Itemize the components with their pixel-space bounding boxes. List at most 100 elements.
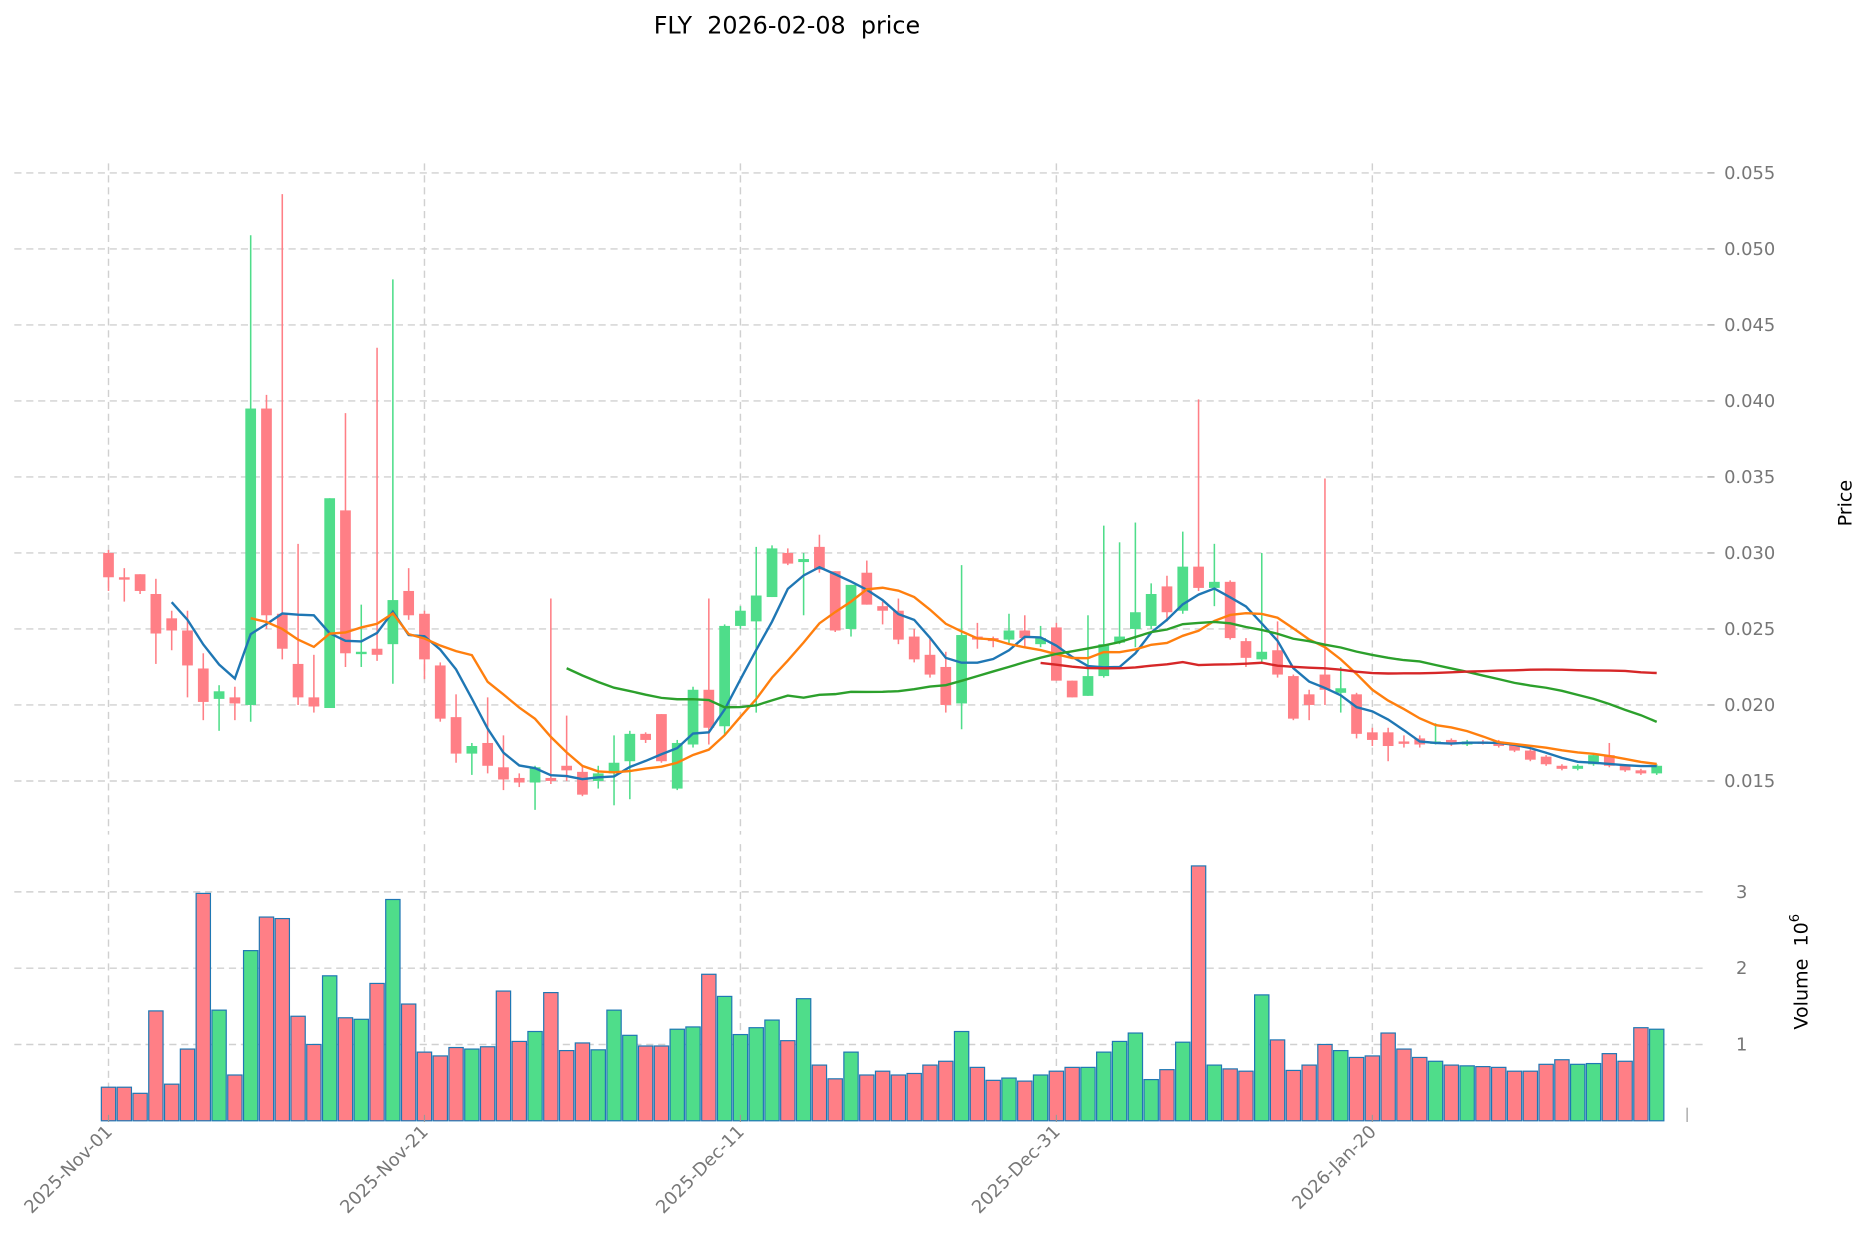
candle [387,279,399,684]
candle [371,347,383,661]
candle [355,604,367,667]
candle [750,546,762,713]
candle-body [1540,756,1552,765]
volume-bar [432,1055,449,1122]
ma-10-line [250,586,1657,774]
candle-body [908,636,920,660]
candle-body [434,665,446,719]
candle [908,628,920,663]
candle [229,686,241,721]
candle [103,549,114,591]
volume-bar [1585,1062,1602,1122]
candle-body [166,618,178,631]
candle [766,545,778,598]
candle [1287,674,1299,721]
volume-bar [1254,994,1270,1122]
volume-bar [1554,1059,1570,1122]
candle-body [1603,755,1615,766]
candle-body [1114,636,1125,643]
volume-bar [1648,1028,1665,1122]
volume-bar [558,1049,575,1122]
candle-body [197,668,209,702]
candle [577,765,588,797]
volume-bar [148,1010,164,1122]
volume-bar [479,1046,496,1122]
candle-body [134,574,146,591]
candle [1130,522,1141,648]
candle-body [482,742,494,766]
candle [134,574,146,594]
candle-body [1556,765,1568,769]
candle-body [845,584,857,629]
candle-body [1635,770,1647,774]
price-tick-label: 0.025 [1724,619,1775,640]
candle [1051,622,1062,681]
candle [1161,575,1173,622]
candles [103,194,1663,810]
candle-body [750,595,762,622]
price-tick-label: 0.040 [1724,391,1775,412]
volume-bar [163,1083,180,1122]
volume-bar [1127,1032,1144,1122]
candle-body [1003,630,1015,640]
volume-bar [859,1074,875,1122]
candle-body [766,548,778,598]
candle [118,568,130,602]
volume-bar [1080,1066,1096,1122]
volume-bar [716,995,733,1122]
candle-body [1303,694,1315,705]
candle-body [1351,694,1362,734]
volume-bar [1396,1048,1412,1122]
candle [1193,399,1204,591]
candle-body [403,590,415,616]
candle [1114,542,1125,645]
volume-bar [1459,1065,1475,1122]
volume-bar [685,1026,701,1122]
candle-body [229,697,241,704]
candle [956,565,967,730]
candle-body [498,767,509,780]
candle [1209,543,1220,607]
candle [1398,735,1410,748]
price-tick-label: 0.055 [1724,163,1775,184]
volume-bar [1633,1027,1649,1122]
candle-body [1398,741,1410,744]
volume-bar [1475,1066,1491,1122]
candle-body [450,717,462,754]
volume-bar [748,1027,764,1122]
volume-bar [511,1040,527,1122]
candle-body [1272,650,1283,675]
volume-bar [764,1019,780,1122]
date-tick-label: 2025-Dec-31 [968,1121,1065,1218]
volume-bar [195,892,212,1122]
candle [561,715,573,781]
candle [276,194,288,660]
candle [703,598,715,745]
candle [513,773,525,788]
candle-body [118,577,130,580]
volume-bar [574,1042,591,1122]
candle [1635,768,1647,775]
volume-bar [132,1092,148,1122]
candle [1082,615,1094,696]
volume-bar [1159,1069,1175,1122]
candle-body [1177,566,1189,611]
price-tick-label: 0.035 [1724,467,1775,488]
volume-bar [416,1051,433,1122]
candle-body [1366,732,1378,740]
volume-tick-label: 2 [1736,958,1747,979]
chart-title: FLY 2026-02-08 price [654,11,920,39]
volume-bar [274,917,291,1122]
candle-body [1382,732,1394,747]
volume-bar [969,1066,986,1122]
volume-bar [464,1048,480,1122]
candle [545,598,557,785]
candle [782,548,794,566]
candle [529,765,541,810]
candle [719,624,730,736]
candle [1319,478,1331,705]
candle-body [1193,566,1204,588]
volume-bar [669,1028,685,1122]
volume-bar [780,1040,796,1122]
